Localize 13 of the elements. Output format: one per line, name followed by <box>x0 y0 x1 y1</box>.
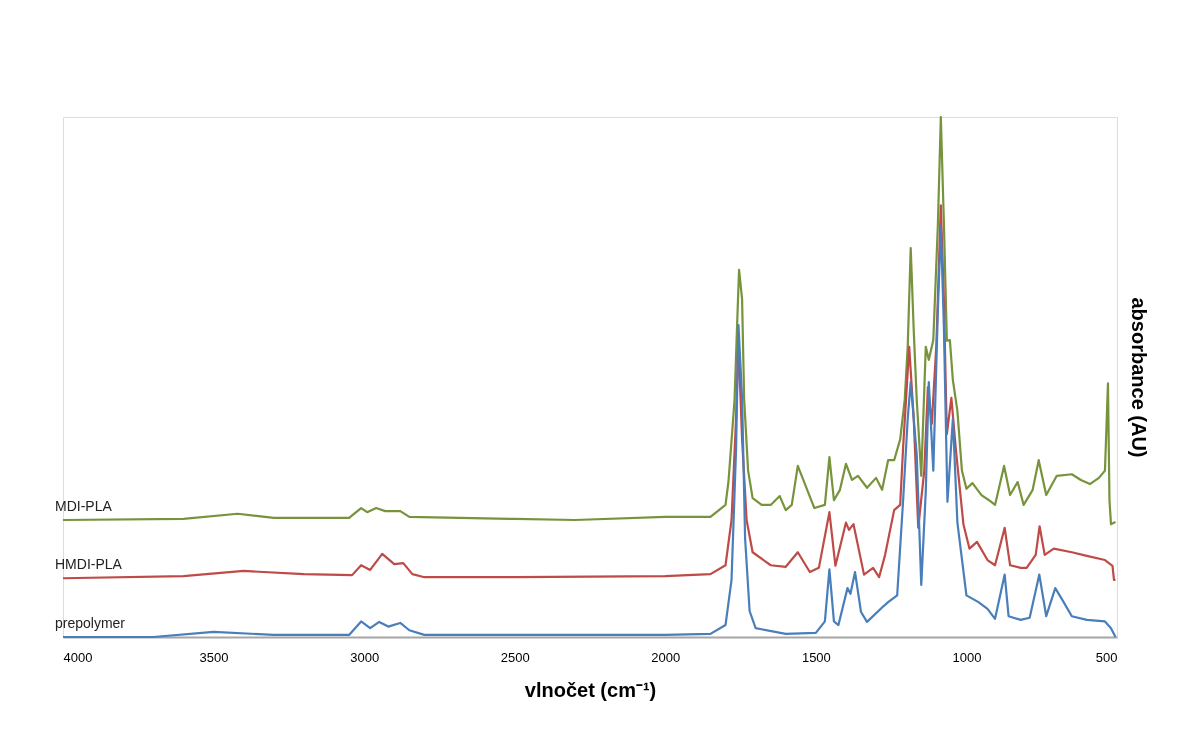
x-tick-label: 3500 <box>199 649 229 665</box>
x-tick-label: 1000 <box>952 649 982 665</box>
y-axis-title: absorbance (AU) <box>1127 297 1150 458</box>
x-tick-label: 500 <box>1095 649 1118 665</box>
x-tick-label: 4000 <box>63 649 93 665</box>
x-axis-title: vlnočet (cm⁻¹) <box>524 678 657 701</box>
series-label: MDI-PLA <box>55 498 113 514</box>
x-tick-label: 1500 <box>801 649 831 665</box>
series-label: prepolymer <box>55 615 126 631</box>
x-tick-label: 2000 <box>651 649 681 665</box>
x-tick-label: 3000 <box>350 649 380 665</box>
series-label: HMDI-PLA <box>55 556 123 573</box>
x-tick-label: 2500 <box>500 649 530 665</box>
